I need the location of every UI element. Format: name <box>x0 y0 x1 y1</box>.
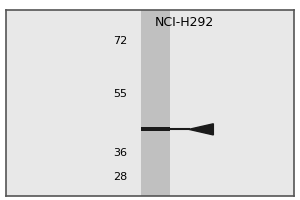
Text: 36: 36 <box>113 148 127 158</box>
Bar <box>141 10 170 196</box>
Bar <box>141 127 170 131</box>
Text: NCI-H292: NCI-H292 <box>155 16 214 29</box>
Polygon shape <box>189 124 213 135</box>
Text: 55: 55 <box>113 89 127 99</box>
Text: 72: 72 <box>113 36 127 46</box>
Text: 28: 28 <box>113 172 127 182</box>
